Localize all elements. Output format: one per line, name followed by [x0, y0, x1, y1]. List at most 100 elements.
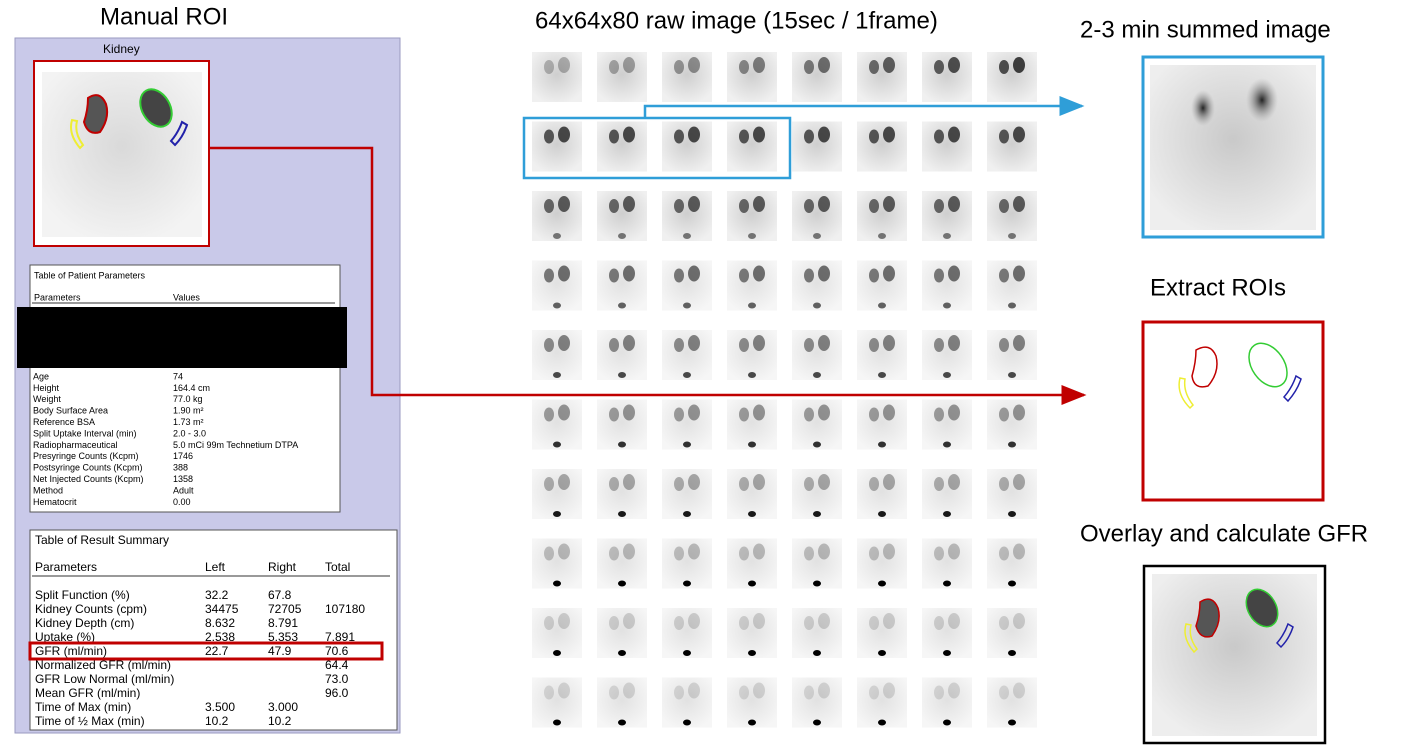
kidney — [934, 407, 944, 422]
kidney — [804, 685, 814, 700]
bladder — [1008, 650, 1016, 656]
kidney — [623, 265, 635, 282]
bladder — [683, 233, 691, 239]
kidney — [948, 682, 960, 699]
frame — [597, 469, 647, 519]
frame — [597, 191, 647, 241]
cell: 47.9 — [268, 644, 292, 658]
step-label: 2-3 min summed image — [1080, 16, 1331, 43]
kidney — [688, 196, 700, 212]
step-label: Extract ROIs — [1150, 274, 1286, 301]
frame — [727, 399, 777, 450]
frame — [662, 608, 712, 658]
kidney — [818, 474, 830, 490]
kidney — [623, 404, 635, 421]
frame — [662, 469, 712, 519]
kidney — [1013, 474, 1025, 490]
kidney — [883, 543, 895, 560]
frame — [792, 191, 842, 241]
bladder — [618, 650, 626, 656]
grid-title: 64x64x80 raw image (15sec / 1frame) — [535, 7, 938, 34]
cell: 164.4 cm — [173, 383, 210, 393]
frame — [987, 677, 1037, 728]
kidney — [544, 60, 554, 74]
kidney — [999, 60, 1009, 74]
kidney — [753, 265, 765, 282]
kidney — [869, 477, 879, 491]
kidney — [1013, 682, 1025, 699]
bladder — [553, 580, 561, 587]
cell: Reference BSA — [33, 417, 95, 427]
kidney — [753, 543, 765, 560]
cell: 5.0 mCi 99m Technetium DTPA — [173, 440, 298, 450]
panel-title: Manual ROI — [100, 3, 228, 30]
frame — [532, 399, 582, 450]
frame — [662, 52, 712, 102]
frame — [857, 52, 907, 102]
kidney — [804, 338, 814, 352]
bladder — [683, 580, 691, 587]
bladder — [748, 233, 756, 239]
bladder — [618, 302, 626, 309]
frame — [727, 191, 777, 241]
kidney — [1013, 404, 1025, 421]
bladder — [878, 580, 886, 587]
bladder — [618, 511, 626, 517]
kidney — [999, 685, 1009, 700]
redaction — [17, 307, 347, 368]
frame — [727, 469, 777, 519]
bladder — [813, 580, 821, 587]
kidney — [688, 57, 700, 73]
kidney — [558, 57, 570, 73]
bladder — [748, 719, 756, 726]
kidney — [999, 616, 1009, 630]
cell: 34475 — [205, 602, 239, 616]
kidney — [869, 407, 879, 422]
bladder — [813, 372, 821, 378]
frame — [857, 399, 907, 450]
frame — [597, 399, 647, 450]
kidney — [804, 199, 814, 213]
frame — [597, 52, 647, 102]
frame — [987, 121, 1037, 172]
frame — [597, 677, 647, 728]
bladder — [683, 511, 691, 517]
frame — [597, 608, 647, 658]
kidney — [818, 543, 830, 560]
bladder — [748, 302, 756, 309]
frame — [922, 608, 972, 658]
kidney — [753, 474, 765, 490]
kidney — [999, 546, 1009, 561]
kidney — [818, 265, 830, 282]
kidney — [558, 682, 570, 699]
frame — [727, 260, 777, 311]
frame — [532, 260, 582, 311]
frame — [662, 677, 712, 728]
cell: Postsyringe Counts (Kcpm) — [33, 463, 143, 473]
cell: GFR (ml/min) — [35, 644, 107, 658]
kidney — [558, 335, 570, 351]
frame — [727, 52, 777, 102]
kidney — [558, 265, 570, 282]
frame — [922, 538, 972, 589]
frame — [727, 330, 777, 380]
kidney — [1013, 126, 1025, 143]
bladder — [618, 372, 626, 378]
cell: 70.6 — [325, 644, 349, 658]
cell: 96.0 — [325, 686, 349, 700]
bladder — [553, 650, 561, 656]
patient-table — [29, 264, 341, 513]
bladder — [618, 233, 626, 239]
cell: 77.0 kg — [173, 394, 203, 404]
kidney — [544, 546, 554, 561]
kidney — [753, 682, 765, 699]
cell: 64.4 — [325, 658, 349, 672]
kidney — [883, 196, 895, 212]
kidney — [948, 126, 960, 143]
kidney — [544, 129, 554, 144]
frame — [727, 121, 777, 172]
kidney — [1013, 265, 1025, 282]
kidney — [753, 57, 765, 73]
kidney — [804, 616, 814, 630]
